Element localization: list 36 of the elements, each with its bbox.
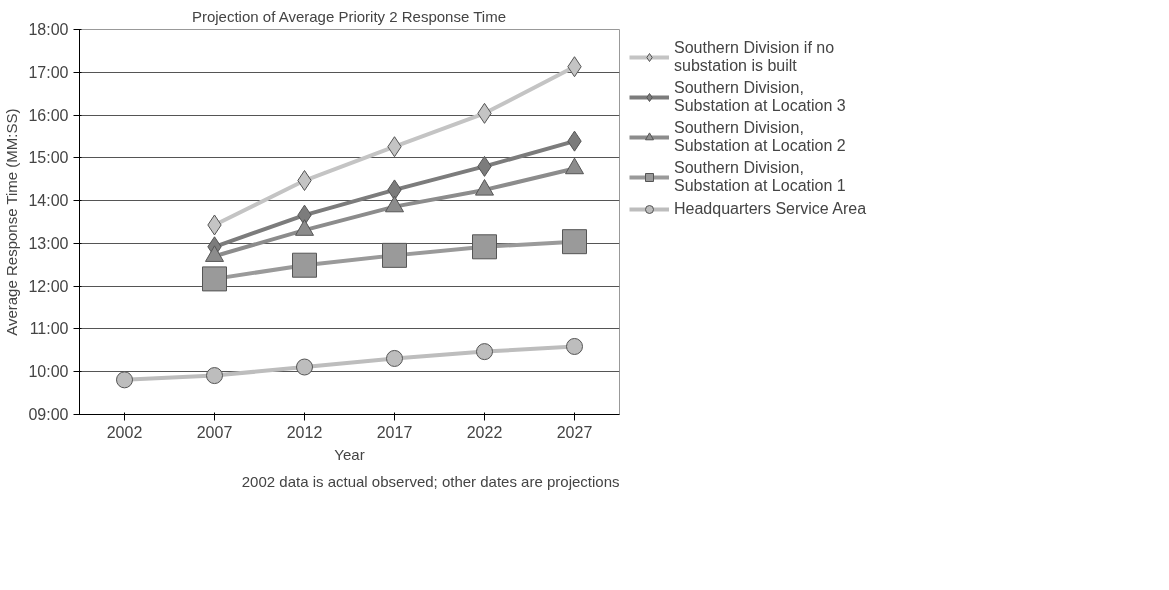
point <box>116 371 133 389</box>
point <box>566 338 583 355</box>
point <box>296 358 313 376</box>
point <box>472 234 497 260</box>
y-tick-label: 14:00 <box>28 192 69 210</box>
x-axis-title: Year <box>334 445 365 463</box>
legend-label: Headquarters Service Area <box>674 200 867 218</box>
point <box>382 242 407 268</box>
y-tick-label: 09:00 <box>28 406 69 423</box>
legend-label: Southern Division, Substation at Location 3 <box>674 79 846 115</box>
chart-title: Projection of Average Priority 2 Response Time <box>191 7 506 25</box>
point <box>476 343 493 361</box>
x-tick-label: 2017 <box>376 423 413 441</box>
y-tick-label: 18:00 <box>28 21 69 38</box>
point <box>562 229 587 255</box>
legend-label: Southern Division, Substation at Location 2 <box>674 119 846 155</box>
y-tick-label: 17:00 <box>28 63 69 81</box>
legend-label: Southern Division if no substation is built <box>674 39 835 75</box>
x-tick-label: 2022 <box>466 423 503 441</box>
point <box>386 349 403 367</box>
y-tick-label: 11:00 <box>29 320 69 338</box>
x-tick-label: 2027 <box>556 423 593 441</box>
legend-label: Southern Division, Substation at Location 1 <box>674 159 846 195</box>
y-tick-label: 16:00 <box>28 106 69 124</box>
text: 2002 data is actual observed; other dates are projections <box>241 472 620 490</box>
x-tick-label: 2012 <box>286 423 323 441</box>
y-tick-label: 13:00 <box>28 234 69 252</box>
point <box>292 252 317 278</box>
y-tick-label: 10:00 <box>28 363 69 381</box>
y-tick-label: 12:00 <box>28 277 69 295</box>
y-tick-label: 15:00 <box>28 149 69 167</box>
x-tick-label: 2007 <box>196 423 233 441</box>
x-tick-label: 2002 <box>106 423 143 441</box>
point <box>206 367 223 385</box>
y-axis-title: Average Response Time (MM:SS) <box>3 108 21 336</box>
point <box>202 266 227 292</box>
